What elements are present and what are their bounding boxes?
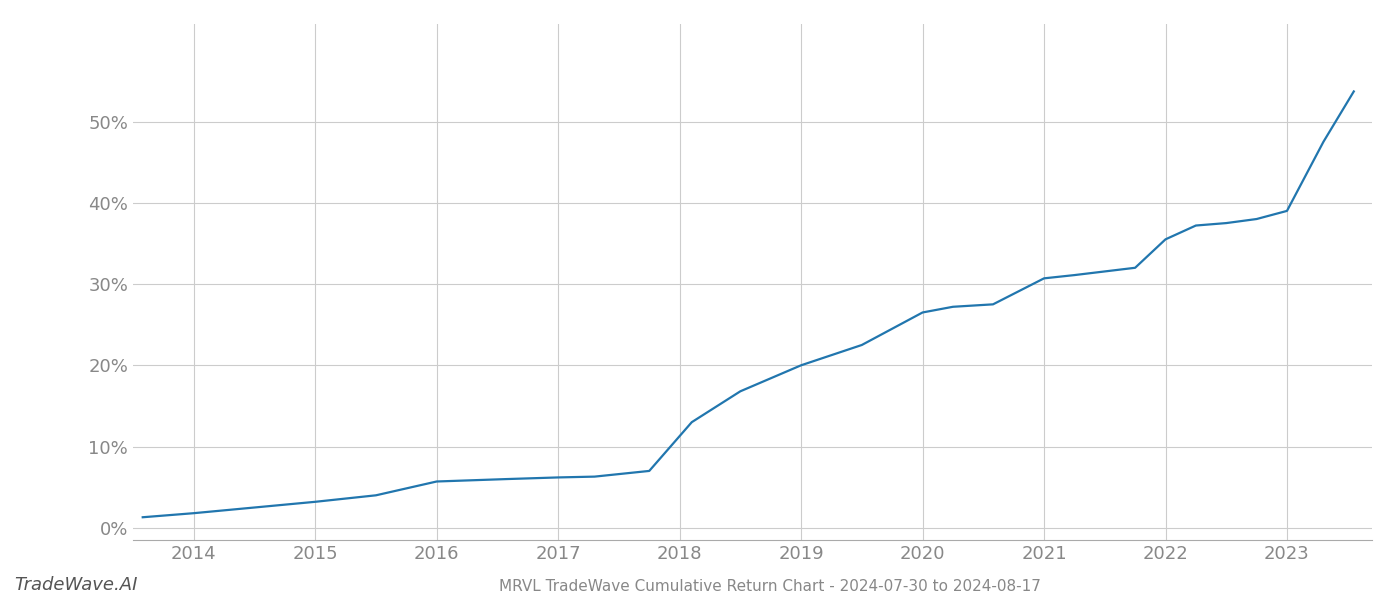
Text: TradeWave.AI: TradeWave.AI: [14, 576, 137, 594]
Text: MRVL TradeWave Cumulative Return Chart - 2024-07-30 to 2024-08-17: MRVL TradeWave Cumulative Return Chart -…: [498, 579, 1042, 594]
